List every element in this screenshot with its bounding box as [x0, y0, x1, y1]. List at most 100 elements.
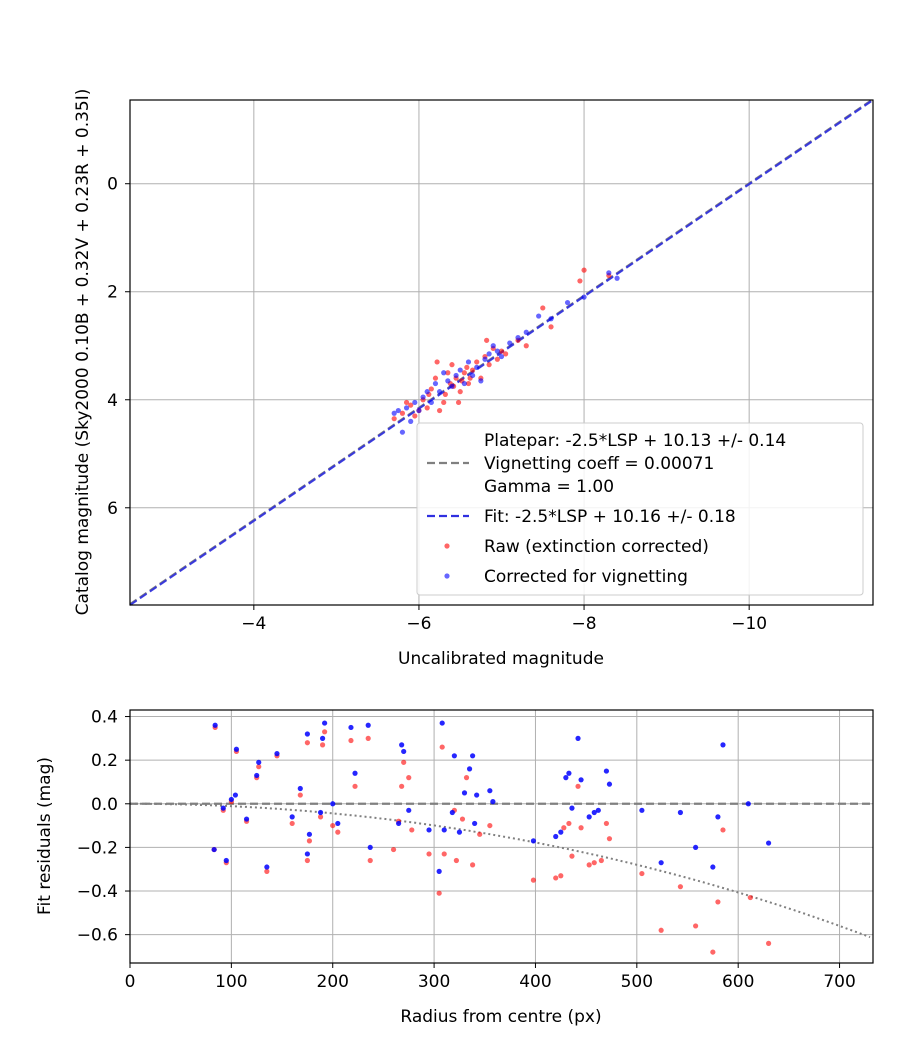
top-raw-point: [503, 351, 509, 357]
top-raw-point: [428, 386, 434, 392]
bottom-y-tick-label: 0.0: [91, 795, 118, 815]
top-corrected-point: [486, 351, 492, 357]
legend-raw-label: Raw (extinction corrected): [484, 537, 709, 557]
bottom-raw-point: [297, 792, 303, 798]
top-raw-point: [523, 343, 529, 349]
top-corrected-point: [606, 270, 612, 276]
top-raw-point: [449, 362, 455, 368]
bottom-x-tick-label: 400: [519, 972, 551, 992]
bottom-corrected-point: [456, 829, 463, 835]
top-data-points: [391, 267, 620, 435]
top-raw-point: [465, 380, 472, 387]
top-raw-point: [474, 359, 480, 365]
bottom-grid: [129, 710, 873, 963]
bottom-corrected-point: [563, 775, 569, 781]
bottom-corrected-point: [765, 840, 772, 846]
bottom-y-axis-label: Fit residuals (mag): [35, 757, 55, 915]
bottom-corrected-point: [232, 792, 239, 798]
bottom-raw-point: [365, 735, 371, 741]
bottom-corrected-point: [451, 753, 457, 759]
top-corrected-point: [478, 378, 484, 384]
top-raw-point: [484, 337, 490, 343]
top-raw-point: [470, 367, 476, 373]
top-raw-point: [540, 305, 546, 311]
bottom-corrected-point: [466, 766, 473, 772]
top-corrected-point: [432, 380, 439, 387]
bottom-x-tick-label: 300: [418, 972, 450, 992]
bottom-corrected-point: [274, 751, 280, 757]
top-corrected-point: [420, 394, 426, 400]
bottom-corrected-point: [569, 805, 575, 811]
bottom-corrected-point: [595, 807, 601, 813]
bottom-raw-point: [367, 857, 373, 864]
bottom-corrected-point: [439, 720, 445, 726]
bottom-raw-point: [426, 851, 432, 857]
bottom-corrected-point: [399, 742, 405, 748]
top-y-tick-label: 6: [107, 499, 118, 519]
bottom-raw-point: [330, 822, 336, 829]
bottom-raw-point: [658, 927, 664, 933]
bottom-corrected-point: [264, 864, 270, 870]
top-corrected-point: [436, 389, 443, 395]
top-corrected-point: [564, 299, 571, 306]
top-corrected-point: [408, 418, 414, 424]
bottom-raw-point: [401, 759, 407, 765]
bottom-corrected-point: [228, 796, 234, 803]
bottom-raw-point: [289, 820, 295, 827]
bottom-raw-point: [558, 873, 564, 879]
bottom-corrected-point: [586, 814, 592, 820]
bottom-corrected-point: [472, 820, 478, 827]
bottom-corrected-point: [367, 844, 373, 851]
top-raw-point: [461, 370, 467, 376]
top-corrected-point: [395, 407, 401, 414]
bottom-raw-point: [463, 775, 470, 781]
bottom-y-ticks: 0.4 0.2 0.0 −0.2 −0.4 −0.6: [77, 708, 130, 946]
bottom-raw-point: [569, 853, 575, 859]
bottom-raw-point: [591, 860, 597, 866]
bottom-corrected-point: [426, 827, 432, 833]
bottom-y-tick-label: 0.2: [91, 751, 118, 771]
top-raw-point: [464, 364, 470, 370]
bottom-raw-point: [399, 783, 405, 789]
top-corrected-point: [453, 372, 459, 379]
bottom-raw-point: [317, 814, 324, 820]
top-y-ticks: 0 2 4 6: [107, 175, 130, 519]
top-corrected-point: [498, 353, 505, 360]
top-raw-point: [391, 416, 397, 422]
bottom-corrected-point: [406, 807, 412, 813]
bottom-raw-point: [256, 764, 262, 770]
bottom-corrected-point: [254, 772, 260, 779]
legend-box: [416, 422, 864, 596]
bottom-corrected-point: [330, 801, 336, 807]
bottom-raw-point: [487, 822, 493, 829]
bottom-corrected-point: [223, 857, 229, 864]
bottom-raw-point: [575, 783, 581, 789]
bottom-raw-point: [553, 875, 559, 881]
bottom-x-axis-label: Radius from centre (px): [400, 1007, 601, 1027]
bottom-raw-point: [409, 827, 415, 833]
top-raw-point: [486, 362, 492, 368]
legend-platepar-label: Platepar: -2.5*LSP + 10.13 +/- 0.14: [484, 431, 786, 451]
bottom-corrected-point: [470, 753, 476, 759]
bottom-raw-point: [530, 877, 537, 883]
bottom-corrected-point: [693, 844, 699, 851]
legend-fit-label: Fit: -2.5*LSP + 10.16 +/- 0.18: [484, 507, 736, 527]
bottom-x-tick-label: 500: [621, 972, 653, 992]
bottom-raw-point: [639, 870, 645, 877]
bottom-x-tick-label: 200: [317, 972, 349, 992]
bottom-raw-point: [322, 729, 328, 735]
bottom-raw-point: [747, 894, 753, 901]
bottom-raw-point: [304, 857, 310, 864]
bottom-corrected-point: [603, 768, 610, 774]
bottom-data-points: [211, 720, 772, 955]
top-x-tick-label: −10: [731, 614, 767, 634]
bottom-raw-point: [453, 857, 459, 864]
bottom-raw-point: [459, 816, 466, 822]
bottom-corrected-point: [306, 831, 313, 837]
bottom-raw-point: [677, 884, 684, 890]
bottom-corrected-point: [566, 770, 572, 776]
bottom-raw-point: [566, 820, 572, 827]
bottom-raw-point: [477, 831, 483, 837]
top-axes-frame: [129, 99, 874, 606]
bottom-corrected-point: [436, 868, 442, 874]
